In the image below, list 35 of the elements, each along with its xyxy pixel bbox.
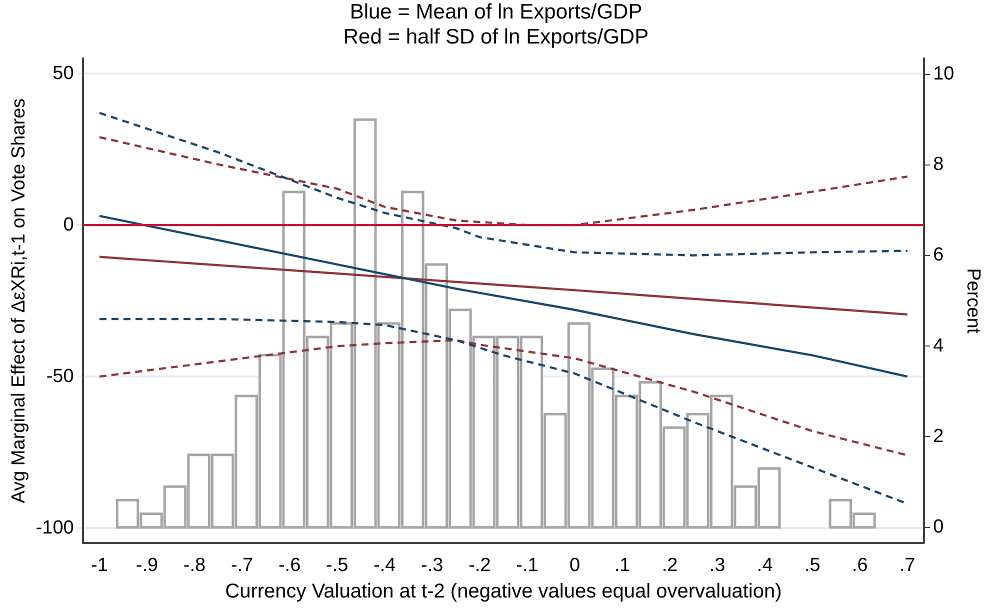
x-tick-label: .1 (614, 554, 630, 576)
y-tick-label: -50 (46, 366, 74, 387)
y-tick-label: 0 (63, 214, 74, 236)
y2-axis-title: Percent (962, 268, 984, 334)
y-axis-title: Avg Marginal Effect of ΔεXRi,t-1 on Vote Shares (8, 98, 30, 504)
x-tick-label: -.4 (374, 554, 396, 576)
line-series (98, 136, 909, 226)
x-tick-label: .7 (900, 554, 916, 576)
x-tick-label: -.6 (278, 554, 301, 576)
x-tick-label: .5 (804, 554, 820, 576)
x-tick-label: -.1 (516, 554, 538, 576)
x-tick-label: .3 (709, 554, 726, 576)
x-tick-label: .6 (852, 554, 868, 576)
x-tick-label: .4 (756, 554, 774, 576)
x-tick-label: 0 (569, 554, 580, 576)
y2-tick-label: 0 (933, 516, 944, 538)
x-tick-label: -.8 (183, 554, 206, 576)
chart-subtitle: Red = half SD of ln Exports/GDP (343, 26, 649, 49)
y-tick-label: 50 (52, 62, 74, 84)
x-tick-label: -.3 (421, 554, 444, 576)
y2-tick-label: 4 (933, 335, 944, 356)
y2-tick-label: 2 (933, 426, 944, 447)
line-series (98, 112, 909, 256)
y-tick-label: -100 (36, 517, 74, 538)
x-tick-label: -.5 (326, 554, 348, 576)
y2-tick-label: 10 (933, 63, 954, 84)
chart-title: Blue = Mean of ln Exports/GDP (350, 0, 642, 24)
x-axis-title: Currency Valuation at t-2 (negative values equal overvaluation) (225, 580, 782, 603)
y2-tick-label: 8 (933, 154, 944, 176)
x-tick-label: -1 (91, 554, 108, 576)
x-tick-label: -.2 (468, 554, 491, 576)
x-tick-label: -.7 (230, 554, 254, 576)
x-tick-label: -.9 (136, 554, 158, 576)
x-tick-label: .2 (662, 554, 678, 576)
y2-tick-label: 6 (933, 244, 944, 266)
